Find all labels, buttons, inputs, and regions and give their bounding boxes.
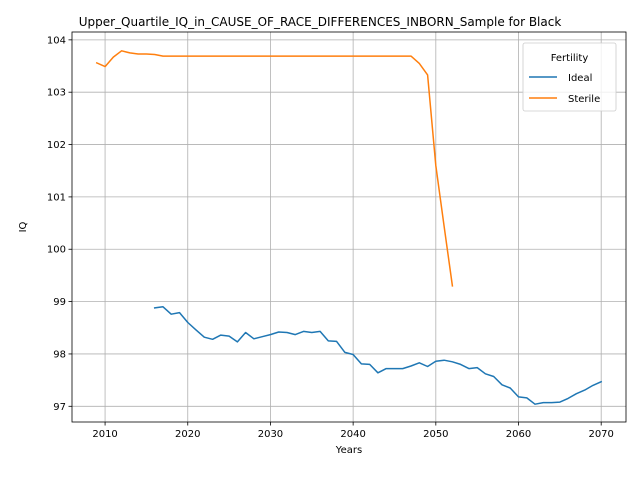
series-line-ideal (153, 306, 603, 405)
y-tick-label: 99 (53, 297, 66, 308)
x-tick-label: 2050 (423, 429, 448, 440)
y-axis-label: IQ (18, 221, 29, 232)
legend-label-sterile: Sterile (568, 94, 600, 105)
y-tick-label: 103 (47, 88, 66, 99)
y-tick-label: 101 (47, 192, 66, 203)
series-line-sterile (95, 50, 454, 287)
series-layer (95, 50, 603, 405)
y-tick-label: 100 (47, 245, 66, 256)
x-axis-label: Years (335, 445, 362, 456)
legend-box (522, 42, 617, 112)
y-tick-label: 97 (53, 402, 66, 413)
x-tick-label: 2020 (175, 429, 200, 440)
legend-title: Fertility (551, 53, 589, 64)
y-tick-label: 102 (47, 140, 66, 151)
grid (72, 32, 626, 422)
x-tick-label: 2070 (588, 429, 613, 440)
ticks: 2010 2020 2030 2040 2050 2060 2070 97 98 99 100 101… (47, 35, 614, 440)
x-tick-label: 2030 (258, 429, 283, 440)
legend: Fertility Ideal Sterile (522, 42, 617, 112)
y-tick-label: 98 (53, 349, 66, 360)
x-tick-label: 2010 (92, 429, 117, 440)
y-tick-label: 104 (47, 35, 66, 46)
plot-frame (71, 31, 627, 423)
legend-label-ideal: Ideal (568, 73, 592, 84)
chart-title: Upper_Quartile_IQ_in_CAUSE_OF_RACE_DIFFE… (79, 15, 562, 29)
x-tick-label: 2040 (340, 429, 365, 440)
x-tick-label: 2060 (506, 429, 531, 440)
